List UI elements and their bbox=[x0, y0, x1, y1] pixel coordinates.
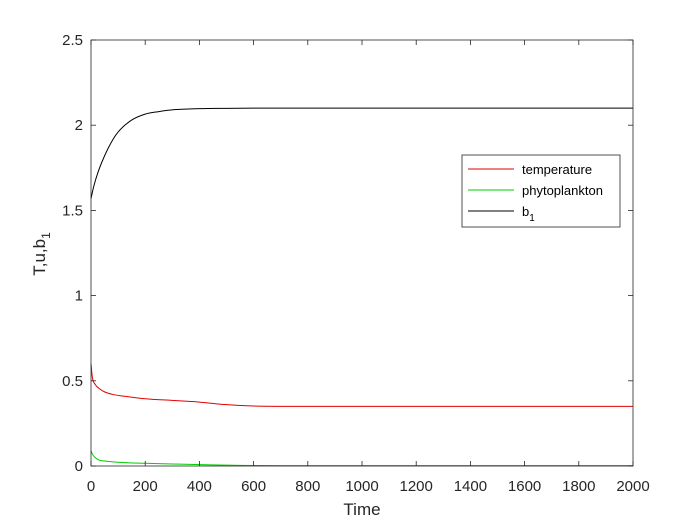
x-tick-label: 400 bbox=[187, 478, 212, 495]
y-axis-label-subscript: 1 bbox=[39, 232, 53, 239]
series-line-temperature bbox=[90, 363, 633, 407]
legend-item-phytoplankton-label: phytoplankton bbox=[522, 183, 603, 198]
y-tick-label: 2.5 bbox=[62, 32, 83, 49]
x-tick-label: 200 bbox=[133, 478, 158, 495]
x-tick-label: 1200 bbox=[400, 478, 433, 495]
series-line-b1 bbox=[90, 107, 633, 199]
plot-background bbox=[91, 40, 633, 466]
y-axis-label-main: T,u,b bbox=[30, 239, 49, 276]
y-tick-label: 0 bbox=[75, 458, 83, 475]
x-tick-label: 1000 bbox=[345, 478, 378, 495]
y-axis-title: T,u,b1 bbox=[30, 232, 53, 276]
y-tick-label: 0.5 bbox=[62, 373, 83, 390]
y-tick-label: 2 bbox=[75, 117, 83, 134]
legend-item-b1-label: b1 bbox=[522, 204, 535, 224]
x-tick-label: 0 bbox=[87, 478, 95, 495]
x-tick-label: 2000 bbox=[616, 478, 649, 495]
x-tick-label: 800 bbox=[295, 478, 320, 495]
y-axis-label: T,u,b1 bbox=[30, 232, 53, 276]
x-tick-label: 600 bbox=[241, 478, 266, 495]
x-tick-label: 1800 bbox=[562, 478, 595, 495]
legend-label-subscript: 1 bbox=[529, 213, 535, 224]
y-tick-label: 1 bbox=[75, 288, 83, 305]
legend-box bbox=[461, 154, 621, 228]
x-tick-label: 1400 bbox=[454, 478, 487, 495]
x-tick-label: 1600 bbox=[508, 478, 541, 495]
y-tick-label: 1.5 bbox=[62, 202, 83, 219]
legend-item-temperature-label: temperature bbox=[522, 162, 592, 177]
plot-area: 0 200 400 600 800 1000 1200 1400 1600 1800 2000 0 0.… bbox=[62, 32, 650, 495]
x-axis-label: Time bbox=[343, 500, 380, 519]
legend-label-main: b bbox=[522, 204, 529, 219]
